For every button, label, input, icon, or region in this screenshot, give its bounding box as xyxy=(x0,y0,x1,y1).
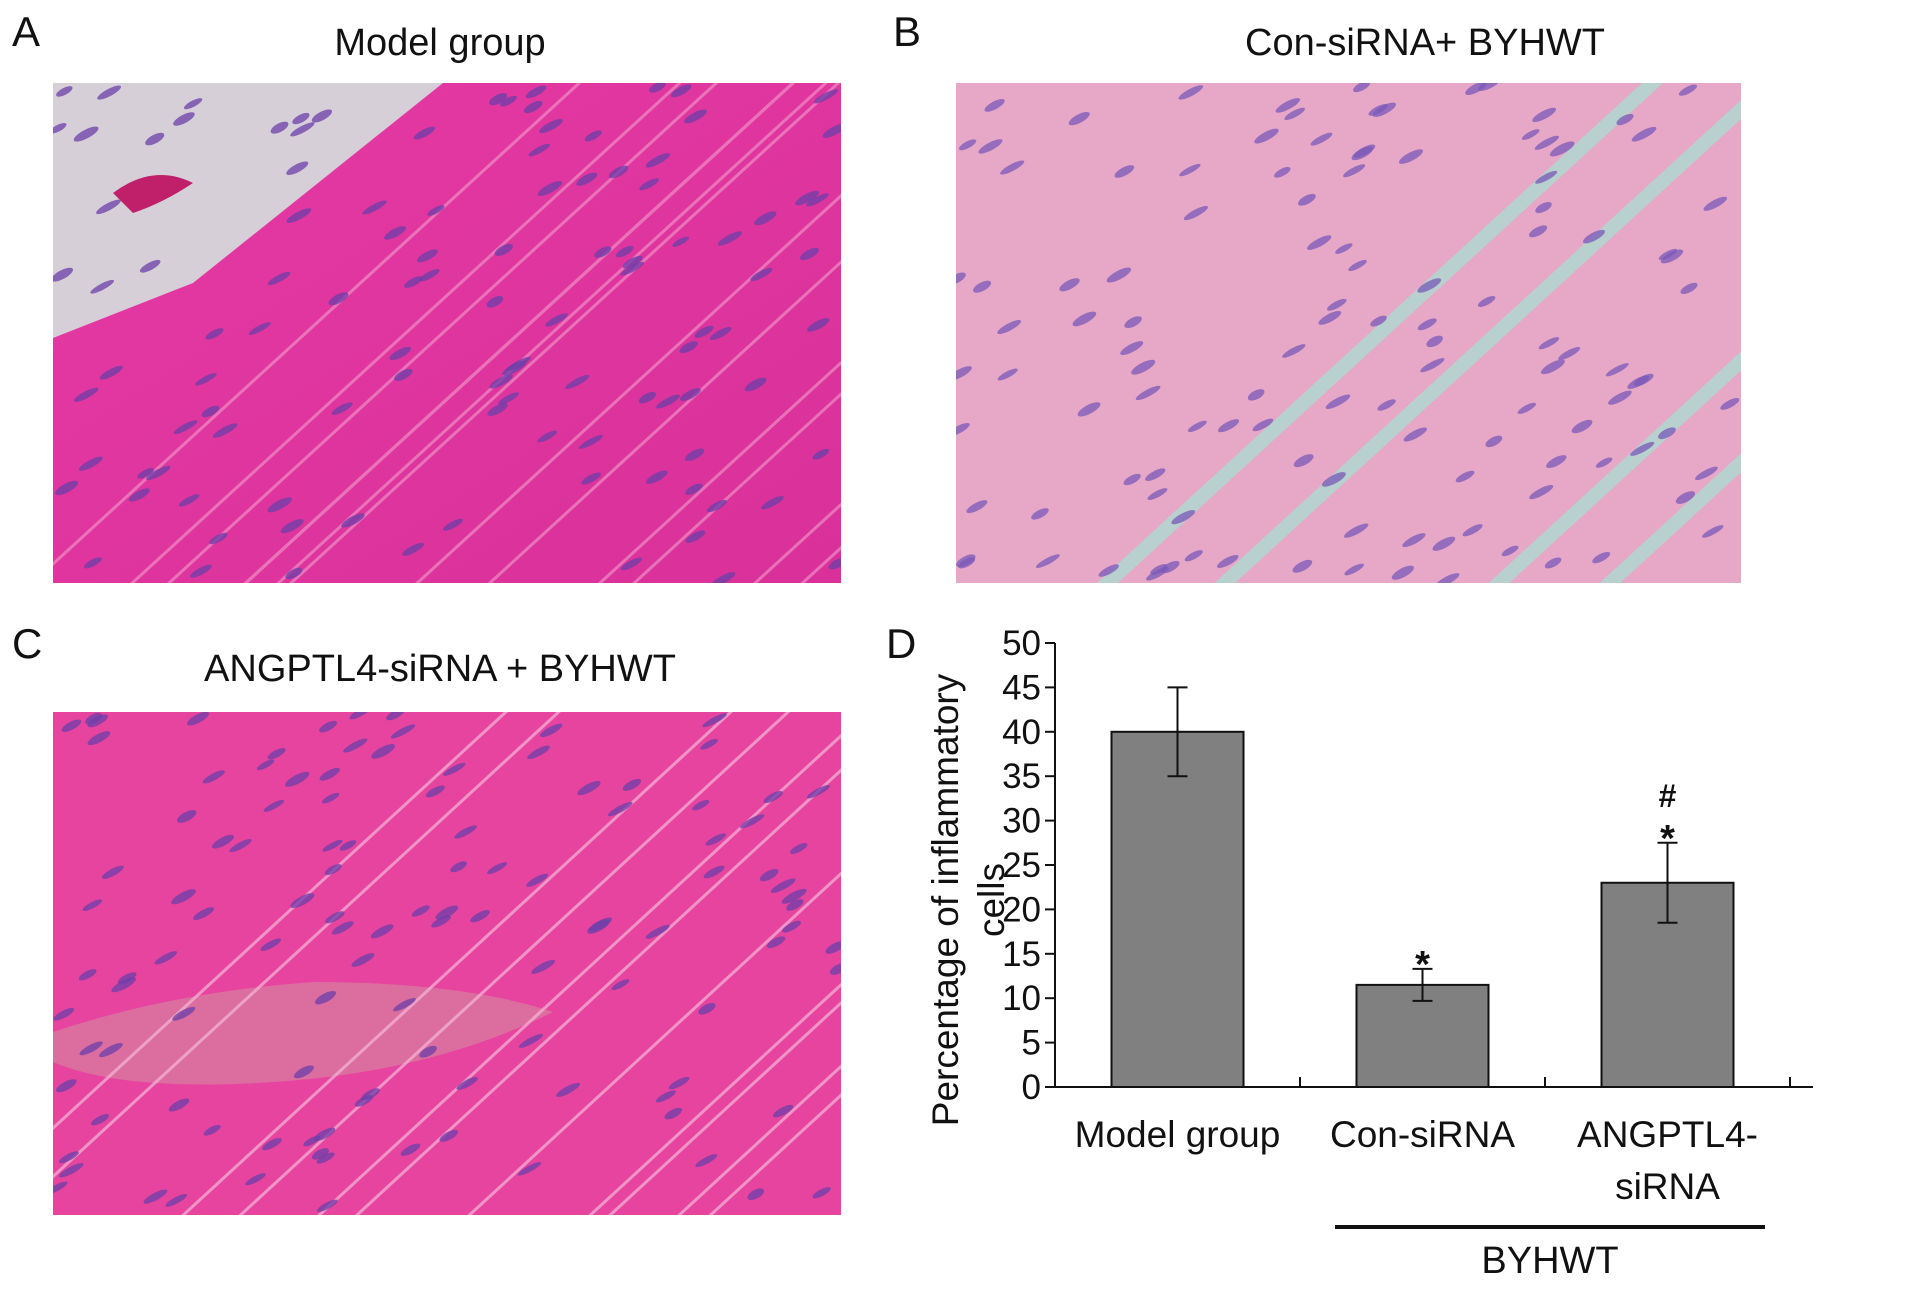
panel-title-b: Con-siRNA+ BYHWT xyxy=(1245,22,1605,64)
panel-letter-b: B xyxy=(893,8,922,55)
significance-marker: * xyxy=(1660,818,1675,860)
panel-title-c: ANGPTL4-siRNA + BYHWT xyxy=(204,648,676,690)
bar-model-group xyxy=(1110,730,1245,1089)
y-axis-label: cells xyxy=(971,863,1012,937)
group-label: BYHWT xyxy=(1481,1240,1618,1282)
significance-marker: * xyxy=(1415,944,1430,986)
y-tick-label: 20 xyxy=(1002,890,1041,929)
panel-letter-a: A xyxy=(12,8,41,55)
y-tick-label: 0 xyxy=(1022,1068,1041,1107)
y-tick-label: 40 xyxy=(1002,713,1041,752)
y-tick-label: 5 xyxy=(1022,1024,1041,1063)
x-category-label: siRNA xyxy=(1615,1166,1720,1207)
panel-letter-c: C xyxy=(12,620,43,667)
y-axis-label: Percentage of inflammatory xyxy=(925,673,966,1126)
y-tick-label: 35 xyxy=(1002,757,1041,796)
x-category-label: Con-siRNA xyxy=(1330,1114,1515,1155)
panel-letter-d: D xyxy=(886,620,917,667)
y-tick-label: 15 xyxy=(1002,935,1041,974)
micrograph-angptl4-sirna-byhwt xyxy=(53,712,841,1215)
y-tick-label: 50 xyxy=(1002,624,1041,663)
x-category-label: ANGPTL4- xyxy=(1577,1114,1758,1155)
significance-marker: # xyxy=(1659,778,1677,814)
micrograph-con-sirna-byhwt xyxy=(956,83,1741,583)
panel-title-a: Model group xyxy=(334,22,546,64)
micrograph-model-group xyxy=(53,83,841,583)
inflammatory-cells-bar-chart: 0 5 10 15 20 25 30 35 40 45 50 * # * Model group Con-… xyxy=(925,624,1813,1282)
y-tick-label: 10 xyxy=(1002,979,1041,1018)
y-tick-label: 45 xyxy=(1002,668,1041,707)
bar-con-sirna xyxy=(1355,983,1490,1089)
x-category-label: Model group xyxy=(1075,1114,1281,1155)
y-tick-label: 30 xyxy=(1002,802,1041,841)
y-tick-label: 25 xyxy=(1002,846,1041,885)
